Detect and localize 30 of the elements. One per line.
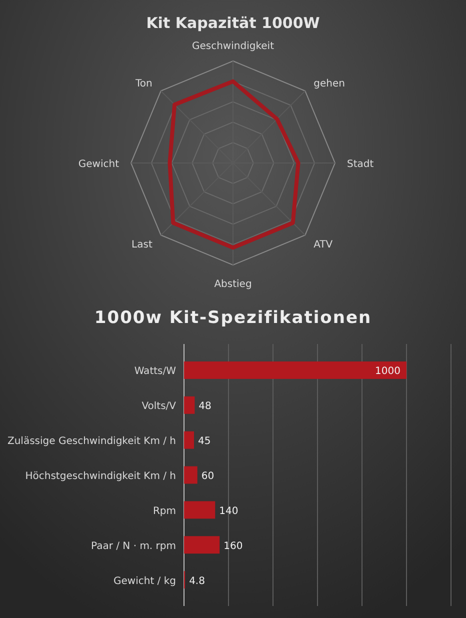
spoke-label: Abstieg [214,279,252,290]
bar [184,536,220,554]
spoke-label: Gewicht [78,159,120,170]
bar [184,466,198,484]
data-label: 1000 [375,366,400,378]
y-tick-label: Watts/W [134,366,176,378]
data-label: 60 [201,471,214,482]
spoke-label: ATV [314,240,333,251]
data-label: 48 [198,401,212,412]
y-tick-label: Paar / N · m. rpm [91,540,176,552]
spoke-label: gehen [314,78,345,90]
spoke-label: Stadt [347,159,374,170]
bar [184,501,216,519]
data-label: 160 [224,540,243,552]
chart-title: Kit Kapazität 1000W [146,14,320,32]
bar [184,431,194,449]
bar [184,361,406,379]
bar [184,396,195,414]
spoke-label: Ton [134,78,152,90]
y-tick-label: Zulässige Geschwindigkeit Km / h [7,436,176,448]
y-tick-label: Volts/V [142,401,176,412]
spoke-label: Geschwindigkeit [192,41,274,52]
data-label: 4.8 [189,576,205,587]
y-tick-label: Rpm [152,506,176,517]
spoke-label: Last [132,240,152,251]
chart-title: 1000w Kit-Spezifikationen [94,308,372,328]
y-tick-label: Höchstgeschwindigkeit Km / h [25,471,176,482]
data-label: 140 [219,506,238,517]
data-label: 45 [198,436,211,448]
y-tick-label: Gewicht / kg [114,576,176,587]
